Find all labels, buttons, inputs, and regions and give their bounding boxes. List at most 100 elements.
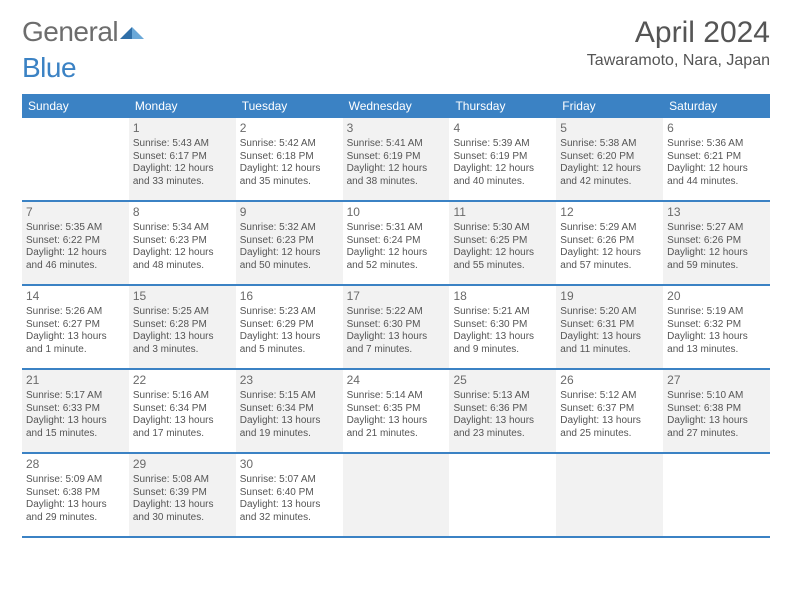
dayhead-tue: Tuesday — [236, 94, 343, 118]
day-detail-line: Daylight: 13 hours — [667, 415, 766, 428]
dayhead-fri: Friday — [556, 94, 663, 118]
day-header-row: Sunday Monday Tuesday Wednesday Thursday… — [22, 94, 770, 118]
day-cell: 27Sunrise: 5:10 AMSunset: 6:38 PMDayligh… — [663, 370, 770, 452]
dayhead-sun: Sunday — [22, 94, 129, 118]
day-cell: 29Sunrise: 5:08 AMSunset: 6:39 PMDayligh… — [129, 454, 236, 536]
day-cell — [449, 454, 556, 536]
day-detail-line: Sunrise: 5:17 AM — [26, 390, 125, 403]
day-detail-line: and 52 minutes. — [347, 260, 446, 273]
day-detail-line: Sunset: 6:33 PM — [26, 403, 125, 416]
day-detail-line: and 17 minutes. — [133, 428, 232, 441]
day-cell: 13Sunrise: 5:27 AMSunset: 6:26 PMDayligh… — [663, 202, 770, 284]
day-detail-line: Sunrise: 5:27 AM — [667, 222, 766, 235]
day-number: 14 — [26, 289, 125, 304]
day-cell: 15Sunrise: 5:25 AMSunset: 6:28 PMDayligh… — [129, 286, 236, 368]
day-number: 13 — [667, 205, 766, 220]
day-number: 23 — [240, 373, 339, 388]
logo-text-1: General — [22, 16, 118, 48]
day-detail-line: Sunset: 6:35 PM — [347, 403, 446, 416]
day-cell — [343, 454, 450, 536]
day-detail-line: and 46 minutes. — [26, 260, 125, 273]
month-title: April 2024 — [587, 16, 770, 50]
week-row: 28Sunrise: 5:09 AMSunset: 6:38 PMDayligh… — [22, 454, 770, 538]
day-number: 12 — [560, 205, 659, 220]
day-detail-line: Daylight: 12 hours — [453, 247, 552, 260]
dayhead-wed: Wednesday — [343, 94, 450, 118]
day-detail-line: Daylight: 13 hours — [560, 415, 659, 428]
day-detail-line: Sunset: 6:40 PM — [240, 487, 339, 500]
day-detail-line: and 38 minutes. — [347, 176, 446, 189]
day-detail-line: and 23 minutes. — [453, 428, 552, 441]
day-detail-line: Sunrise: 5:29 AM — [560, 222, 659, 235]
day-number: 30 — [240, 457, 339, 472]
day-detail-line: Sunrise: 5:31 AM — [347, 222, 446, 235]
day-detail-line: Sunset: 6:18 PM — [240, 151, 339, 164]
day-detail-line: Daylight: 13 hours — [347, 331, 446, 344]
day-detail-line: Daylight: 12 hours — [560, 163, 659, 176]
day-detail-line: Sunset: 6:17 PM — [133, 151, 232, 164]
day-detail-line: Daylight: 12 hours — [240, 163, 339, 176]
day-detail-line: Sunrise: 5:12 AM — [560, 390, 659, 403]
day-detail-line: and 19 minutes. — [240, 428, 339, 441]
day-number: 20 — [667, 289, 766, 304]
dayhead-mon: Monday — [129, 94, 236, 118]
day-detail-line: and 50 minutes. — [240, 260, 339, 273]
day-detail-line: Daylight: 13 hours — [26, 499, 125, 512]
day-detail-line: and 3 minutes. — [133, 344, 232, 357]
day-detail-line: Sunrise: 5:41 AM — [347, 138, 446, 151]
day-detail-line: and 40 minutes. — [453, 176, 552, 189]
day-detail-line: Sunset: 6:30 PM — [347, 319, 446, 332]
day-detail-line: Daylight: 13 hours — [240, 415, 339, 428]
day-cell: 26Sunrise: 5:12 AMSunset: 6:37 PMDayligh… — [556, 370, 663, 452]
day-detail-line: Daylight: 12 hours — [560, 247, 659, 260]
day-detail-line: Sunrise: 5:34 AM — [133, 222, 232, 235]
day-cell: 21Sunrise: 5:17 AMSunset: 6:33 PMDayligh… — [22, 370, 129, 452]
day-number: 27 — [667, 373, 766, 388]
day-cell: 8Sunrise: 5:34 AMSunset: 6:23 PMDaylight… — [129, 202, 236, 284]
day-detail-line: Daylight: 12 hours — [26, 247, 125, 260]
day-detail-line: Sunrise: 5:22 AM — [347, 306, 446, 319]
day-detail-line: Sunrise: 5:42 AM — [240, 138, 339, 151]
day-detail-line: Sunset: 6:28 PM — [133, 319, 232, 332]
day-detail-line: Sunrise: 5:32 AM — [240, 222, 339, 235]
day-detail-line: and 7 minutes. — [347, 344, 446, 357]
day-detail-line: Sunrise: 5:10 AM — [667, 390, 766, 403]
day-detail-line: Daylight: 12 hours — [133, 247, 232, 260]
dayhead-sat: Saturday — [663, 94, 770, 118]
day-detail-line: Sunrise: 5:09 AM — [26, 474, 125, 487]
day-detail-line: Sunrise: 5:20 AM — [560, 306, 659, 319]
day-detail-line: Sunset: 6:20 PM — [560, 151, 659, 164]
day-detail-line: Daylight: 13 hours — [240, 499, 339, 512]
day-cell: 17Sunrise: 5:22 AMSunset: 6:30 PMDayligh… — [343, 286, 450, 368]
day-detail-line: Sunset: 6:21 PM — [667, 151, 766, 164]
day-detail-line: Sunrise: 5:08 AM — [133, 474, 232, 487]
day-detail-line: Daylight: 13 hours — [560, 331, 659, 344]
day-detail-line: Daylight: 12 hours — [240, 247, 339, 260]
day-cell — [663, 454, 770, 536]
day-detail-line: and 11 minutes. — [560, 344, 659, 357]
day-number: 6 — [667, 121, 766, 136]
day-cell: 5Sunrise: 5:38 AMSunset: 6:20 PMDaylight… — [556, 118, 663, 200]
calendar-table: Sunday Monday Tuesday Wednesday Thursday… — [22, 94, 770, 538]
day-detail-line: Sunrise: 5:30 AM — [453, 222, 552, 235]
day-number: 22 — [133, 373, 232, 388]
day-cell: 24Sunrise: 5:14 AMSunset: 6:35 PMDayligh… — [343, 370, 450, 452]
day-detail-line: and 9 minutes. — [453, 344, 552, 357]
day-detail-line: Sunrise: 5:23 AM — [240, 306, 339, 319]
day-detail-line: and 42 minutes. — [560, 176, 659, 189]
day-cell: 22Sunrise: 5:16 AMSunset: 6:34 PMDayligh… — [129, 370, 236, 452]
day-cell: 12 Sunrise: 5:29 AMSunset: 6:26 PMDayligh… — [556, 202, 663, 284]
day-detail-line: Sunrise: 5:38 AM — [560, 138, 659, 151]
day-number: 7 — [26, 205, 125, 220]
week-row: 1Sunrise: 5:43 AMSunset: 6:17 PMDaylight… — [22, 118, 770, 202]
day-detail-line: Sunrise: 5:35 AM — [26, 222, 125, 235]
day-detail-line: Sunset: 6:26 PM — [560, 235, 659, 248]
week-row: 14Sunrise: 5:26 AMSunset: 6:27 PMDayligh… — [22, 286, 770, 370]
day-number: 19 — [560, 289, 659, 304]
day-detail-line: and 1 minute. — [26, 344, 125, 357]
day-cell: 10Sunrise: 5:31 AMSunset: 6:24 PMDayligh… — [343, 202, 450, 284]
day-detail-line: Daylight: 12 hours — [347, 163, 446, 176]
day-detail-line: Daylight: 13 hours — [133, 499, 232, 512]
day-number: 4 — [453, 121, 552, 136]
day-cell: 6Sunrise: 5:36 AMSunset: 6:21 PMDaylight… — [663, 118, 770, 200]
